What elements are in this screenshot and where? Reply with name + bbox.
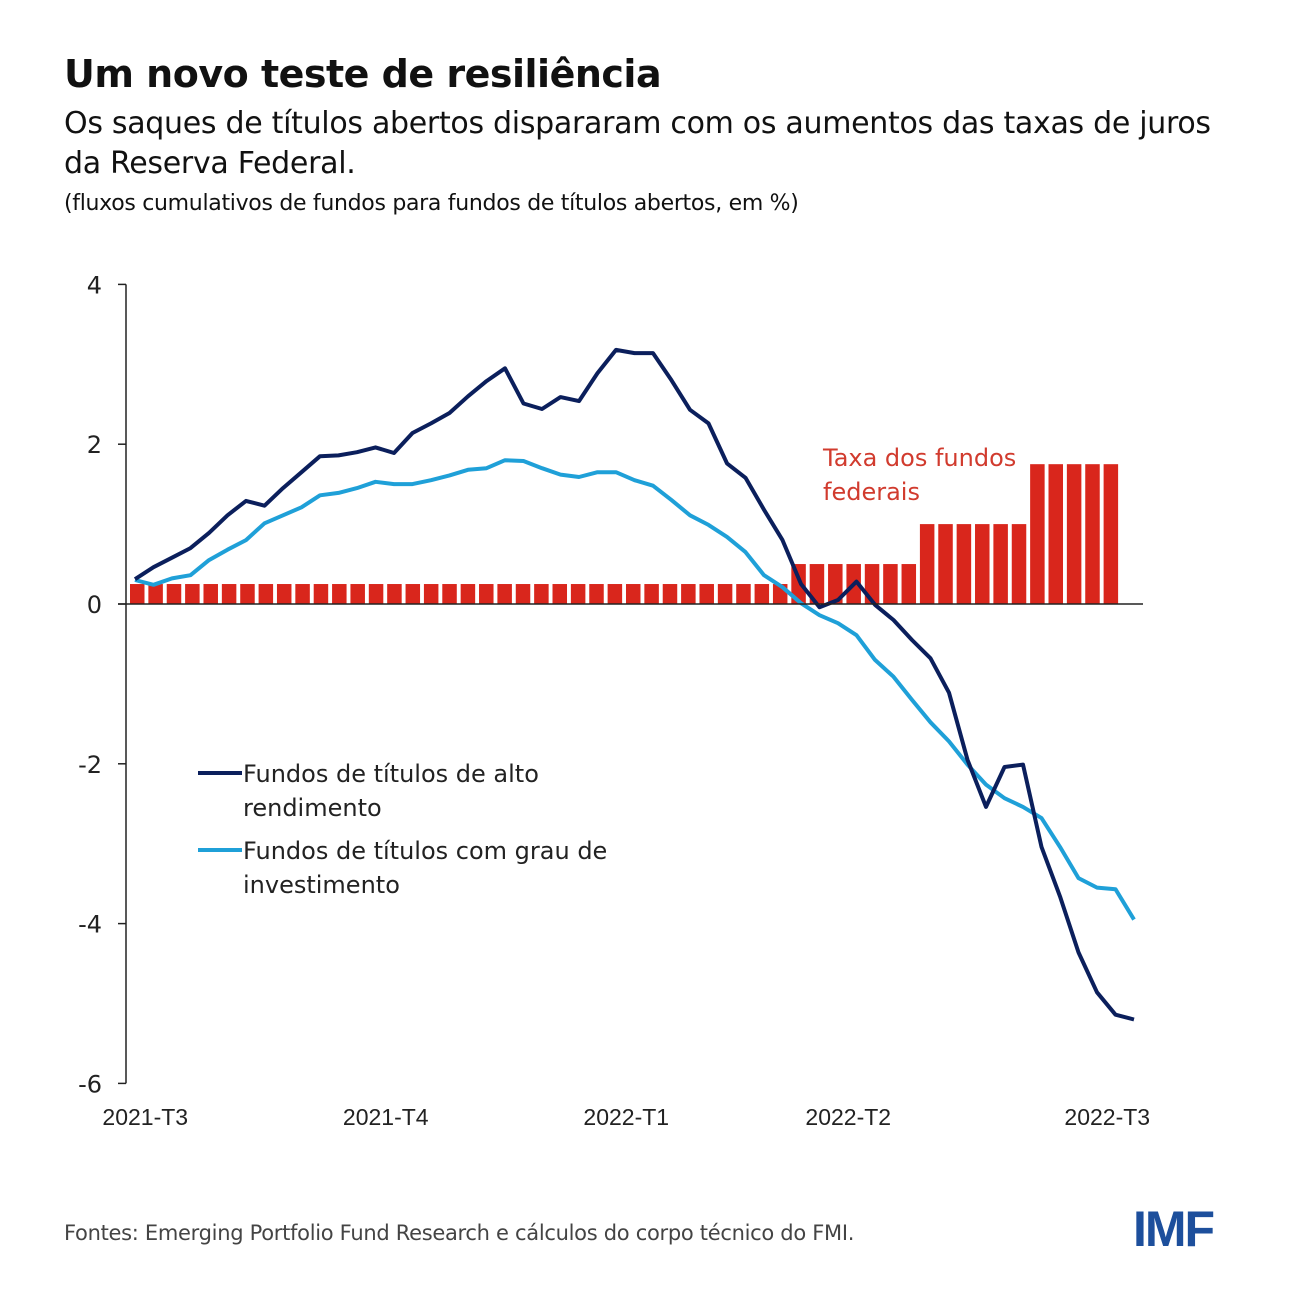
fed-rate-bar: [534, 584, 549, 604]
fed-rate-label: Taxa dos fundos: [822, 444, 1016, 472]
fed-rate-bar: [1066, 464, 1082, 604]
y-tick-label: 0: [87, 591, 102, 619]
chart-units: (fluxos cumulativos de fundos para fundo…: [64, 191, 799, 216]
fed-rate-bar: [130, 584, 145, 604]
fed-rate-bar: [570, 584, 586, 604]
legend-label: Fundos de títulos com grau de: [243, 837, 607, 865]
fed-rate-bar: [607, 584, 623, 604]
fed-rate-bar: [1085, 464, 1100, 604]
legend-label: rendimento: [243, 794, 382, 822]
fed-rate-bar: [479, 584, 494, 604]
fed-rate-bar: [901, 564, 917, 604]
imf-logo: IMF: [1133, 1201, 1215, 1257]
y-tick-label: 4: [87, 271, 102, 299]
fed-rate-bar: [736, 584, 751, 604]
fed-rate-bar: [295, 584, 310, 604]
fed-rate-bar: [185, 584, 200, 604]
fed-rate-bar: [681, 584, 696, 604]
legend-label: Fundos de títulos de alto: [243, 760, 539, 788]
legend-label: investimento: [243, 871, 400, 899]
fed-rate-bar: [332, 584, 347, 604]
fed-rate-bar: [350, 584, 365, 604]
fed-rate-bar: [387, 584, 402, 604]
fed-rate-bar: [258, 584, 274, 604]
fed-rate-bar: [828, 564, 843, 604]
fed-rate-bar: [883, 564, 898, 604]
y-tick-label: 2: [87, 431, 102, 459]
x-tick-label: 2022-T1: [583, 1104, 669, 1130]
fed-rate-bar: [1011, 524, 1027, 604]
high-yield-line: [133, 347, 1135, 1022]
x-tick-label: 2021-T3: [102, 1104, 188, 1130]
fed-rate-bar: [993, 524, 1008, 604]
fed-rate-label: federais: [823, 478, 920, 506]
fed-rate-bar: [662, 584, 678, 604]
fed-rate-bar: [625, 584, 641, 604]
fed-rate-bar: [497, 584, 512, 604]
x-tick-label: 2021-T4: [343, 1104, 429, 1130]
fed-rate-bar: [460, 584, 476, 604]
fed-rate-bar: [221, 584, 237, 604]
x-tick-label: 2022-T2: [805, 1104, 891, 1130]
fed-rate-bar: [148, 584, 163, 604]
fed-rate-bar: [515, 584, 531, 604]
y-tick-label: -4: [78, 911, 102, 939]
fed-rate-bar: [589, 584, 604, 604]
fed-rate-bar: [717, 584, 733, 604]
fed-rate-bar: [975, 524, 990, 604]
source-note: Fontes: Emerging Portfolio Fund Research…: [64, 1221, 855, 1245]
fed-rate-bar: [203, 584, 218, 604]
fed-rate-bar: [405, 584, 421, 604]
fed-rate-bar: [644, 584, 659, 604]
y-tick-label: -2: [78, 751, 102, 779]
fed-rate-bar: [442, 584, 457, 604]
y-tick-label: -6: [78, 1070, 102, 1098]
fed-rate-bar: [423, 584, 439, 604]
fed-rate-bar: [938, 524, 953, 604]
chart-subtitle: Os saques de títulos abertos dispararam …: [64, 106, 1211, 181]
x-tick-label: 2022-T3: [1064, 1104, 1150, 1130]
fed-rate-bar: [809, 564, 825, 604]
fed-rate-bar: [1103, 464, 1119, 604]
fed-rate-bar: [956, 524, 972, 604]
fed-rate-bar: [313, 584, 329, 604]
fed-rate-bar: [919, 524, 935, 604]
fed-rate-bar: [166, 584, 182, 604]
chart-title: Um novo teste de resiliência: [64, 52, 662, 96]
fed-rate-bar: [1030, 464, 1045, 604]
fed-rate-bar: [276, 584, 292, 604]
fed-rate-bar: [1048, 464, 1063, 604]
fed-rate-bar: [240, 584, 255, 604]
fed-rate-bar: [552, 584, 568, 604]
fed-rate-bar: [699, 584, 714, 604]
fed-rate-bar: [754, 584, 770, 604]
fed-rate-bar: [368, 584, 384, 604]
